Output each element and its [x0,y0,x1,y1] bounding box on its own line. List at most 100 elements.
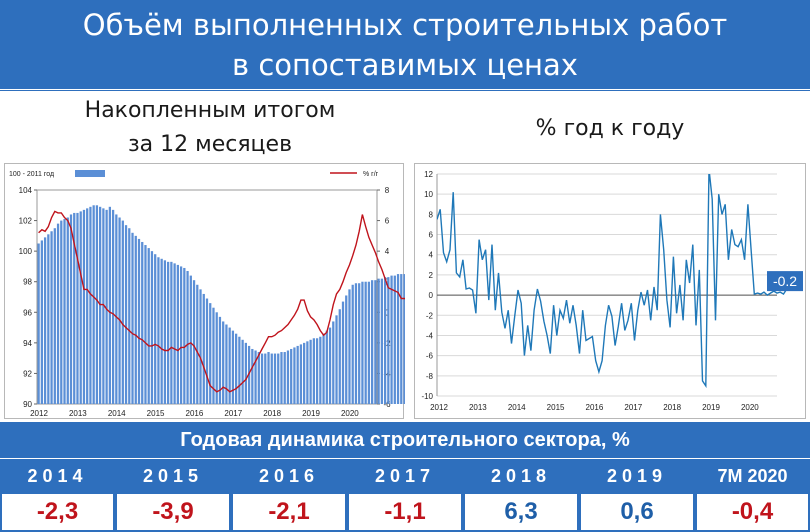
cumulative-bar [361,281,364,404]
cumulative-bar [105,209,108,404]
annual-values-row: -2,3 -3,9 -2,1 -1,1 6,3 0,6 -0,4 [0,492,810,532]
legend-line-label: % г/г [363,171,379,178]
cumulative-bar [215,312,218,404]
cumulative-bar [69,214,73,404]
cumulative-bar [374,280,377,404]
cumulative-bar [315,338,319,404]
cumulative-bar [60,220,63,404]
cumulative-bar [205,298,209,404]
cumulative-bar [328,327,332,404]
cumulative-bar [212,307,215,404]
y-tick-label: 4 [429,251,434,260]
cumulative-bar [99,206,102,404]
cumulative-bar [56,223,60,404]
cumulative-bar [400,274,403,404]
x-tick-label: 2016 [186,409,204,418]
value-cell: -2,1 [233,494,345,530]
cumulative-bar [163,260,167,404]
cumulative-bar [267,352,270,404]
cumulative-bar [128,228,131,404]
x-tick-label: 2020 [741,403,759,412]
value-cell: -1,1 [349,494,461,530]
cumulative-bar [312,338,315,404]
cumulative-bar [111,209,115,404]
year-cell: 7M 2020 [717,466,788,486]
cumulative-bar [309,339,312,404]
y-tick-label: 8 [429,210,434,219]
year-cell: 2015 [142,466,204,486]
cumulative-bar [76,212,79,404]
cumulative-bar [183,267,186,404]
cumulative-bar [186,271,189,404]
y-left-tick-label: 104 [19,186,33,195]
cumulative-bar [134,235,137,404]
yoy-series-line [437,174,787,389]
right-subtitle: % год к году [535,116,685,141]
x-tick-label: 2015 [147,409,165,418]
cumulative-bar [202,293,205,404]
cumulative-bar [377,278,380,404]
cumulative-bar [66,217,69,404]
year-cell: 2018 [490,466,552,486]
cumulative-bar [173,263,176,404]
cumulative-bar [209,303,212,404]
cumulative-bar [264,353,267,404]
cumulative-bar [254,350,257,404]
cumulative-bar [319,336,322,404]
year-cell: 2016 [258,466,320,486]
cumulative-bar [137,238,141,404]
cumulative-bar [293,347,296,404]
cumulative-bar [335,315,338,404]
y-tick-label: -6 [426,352,434,361]
x-tick-label: 2019 [302,409,320,418]
cumulative-bar [299,344,303,404]
value-cell: -2,3 [2,494,113,530]
page-title-line-2: в сопоставимых ценах [232,48,578,82]
cumulative-bar [147,248,150,404]
x-tick-label: 2014 [508,403,526,412]
cumulative-bar [179,266,183,404]
cumulative-bar [345,295,348,404]
legend-bar-swatch [75,170,105,177]
cumulative-bar [396,274,400,404]
x-tick-label: 2018 [263,409,281,418]
y-left-tick-label: 90 [23,400,32,409]
cumulative-bar [393,275,396,404]
cumulative-bar [251,348,254,404]
cumulative-bar [170,261,173,404]
cumulative-bar [225,324,228,404]
y-tick-label: 2 [429,271,434,280]
annual-years-row: 2014 2015 2016 2017 2018 2019 7M 2020 [0,458,810,492]
cumulative-bar [79,211,82,404]
cumulative-bar [348,289,351,404]
x-tick-label: 2018 [663,403,681,412]
legend-bar-label: 100 - 2011 год [9,171,54,178]
y-right-tick-label: -6 [383,400,391,409]
cumulative-bar [222,321,225,404]
left-subtitle-line-2: за 12 месяцев [127,132,293,157]
cumulative-bar [95,205,99,404]
cumulative-bar [280,352,283,404]
cumulative-bar [40,240,43,404]
cumulative-bar [260,353,264,404]
left-subtitle-line-1: Накопленным итогом [84,98,336,123]
cumulative-bar [192,280,196,404]
x-tick-label: 2014 [108,409,126,418]
cumulative-bar [241,339,244,404]
x-tick-label: 2020 [341,409,359,418]
cumulative-bar [102,208,105,404]
cumulative-bar [296,345,299,404]
y-right-tick-label: 8 [385,186,390,195]
value-cell: -3,9 [117,494,229,530]
cumulative-bar [43,237,47,404]
cumulative-bar [231,330,235,404]
value-cell: 0,6 [581,494,693,530]
cumulative-bar [244,342,247,404]
cumulative-bar [144,245,147,404]
cumulative-bar [63,219,66,404]
y-tick-label: -8 [426,372,434,381]
last-value-label: -0.2 [773,273,797,289]
cumulative-bar [273,353,277,404]
x-tick-label: 2017 [624,403,642,412]
yoy-chart: -10 -8 -6 -4 -2 0 2 4 6 8 10 12 2012 2013 2014 2015 2016… [414,163,806,419]
